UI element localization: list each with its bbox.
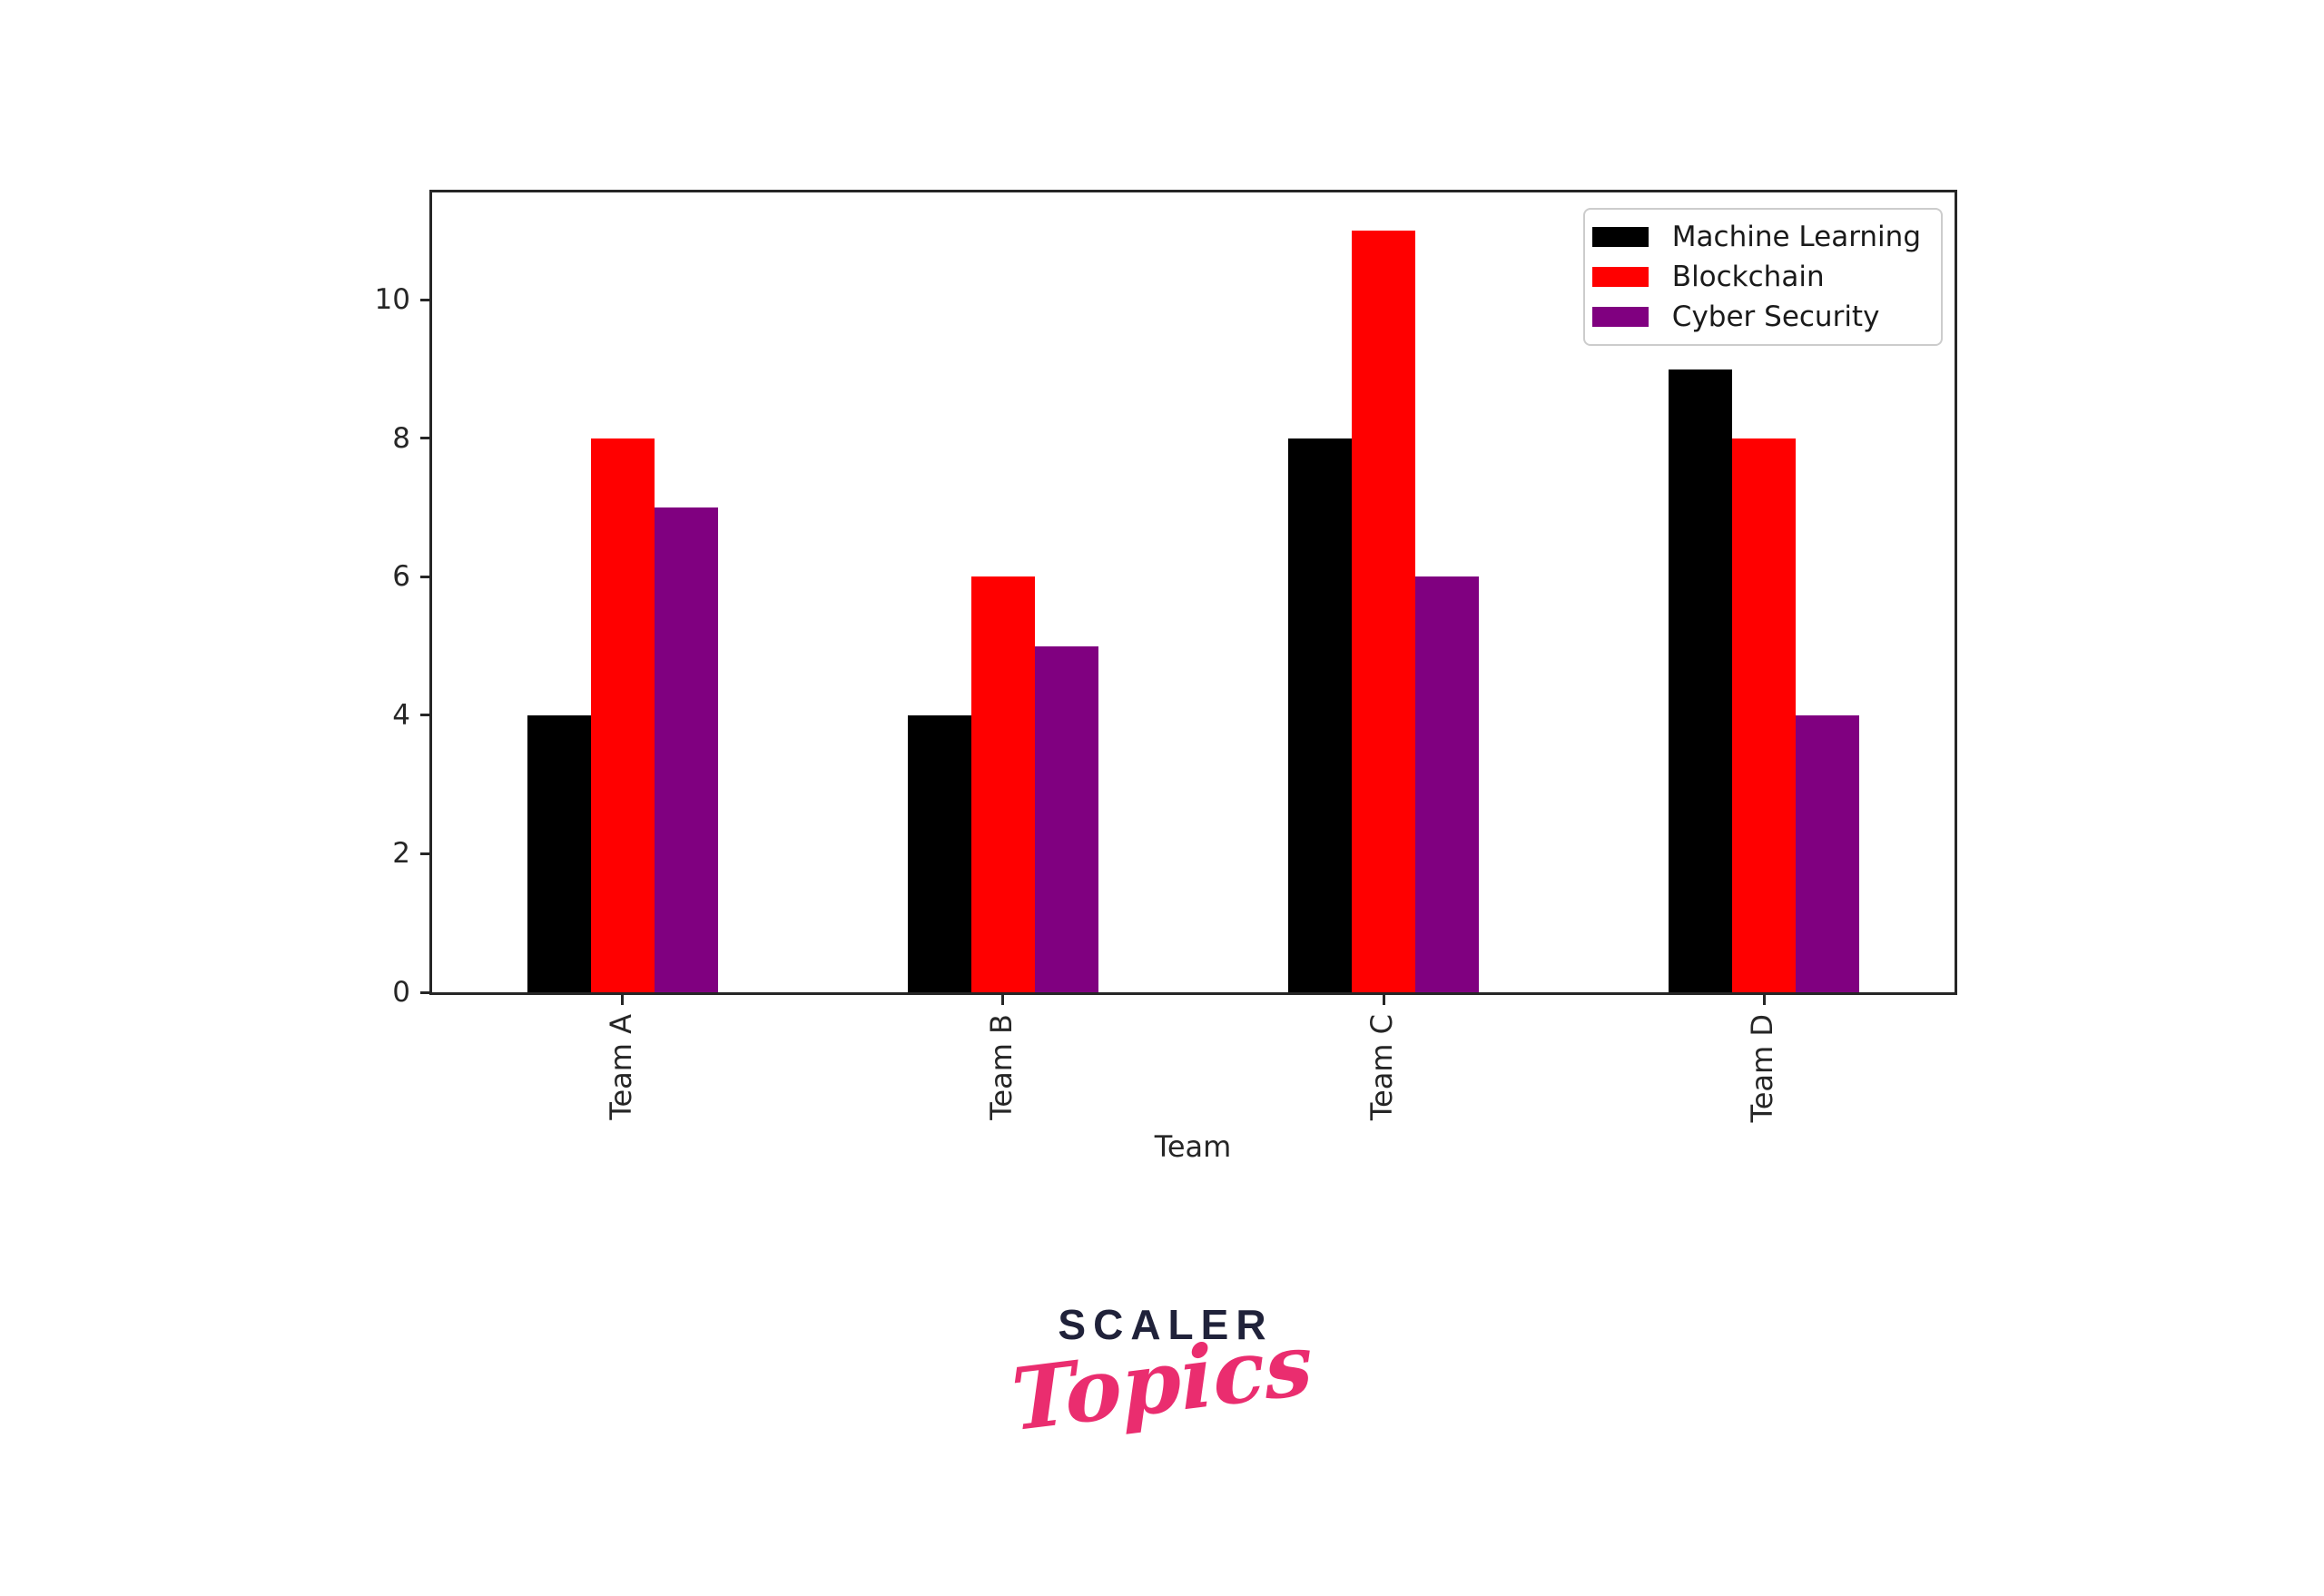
bar-cyber-security-team-c <box>1415 576 1480 992</box>
x-tick-mark-team-a <box>621 992 625 1005</box>
bar-machine-learning-team-b <box>907 714 971 992</box>
logo-brand-text: SCALER <box>1058 1301 1274 1348</box>
legend-swatch-blockchain <box>1591 267 1649 287</box>
x-tick-label-team-a: Team A <box>603 1014 638 1120</box>
scaler-topics-logo: SCALER Topics <box>1009 1300 1315 1451</box>
x-tick-mark-team-c <box>1382 992 1385 1005</box>
x-axis-label: Team <box>1154 1129 1232 1164</box>
x-tick-label-team-d: Team D <box>1745 1014 1780 1123</box>
bar-cyber-security-team-b <box>1034 645 1098 992</box>
bar-blockchain-team-d <box>1732 438 1797 992</box>
legend-swatch-cyber-security <box>1591 307 1649 327</box>
y-tick-label-6: 6 <box>392 560 410 594</box>
y-tick-mark-2 <box>420 852 432 855</box>
plot-area: Machine Learning Blockchain Cyber Security <box>429 190 1957 995</box>
x-tick-mark-team-d <box>1762 992 1766 1005</box>
bar-cyber-security-team-d <box>1796 714 1860 992</box>
legend-swatch-machine-learning <box>1591 227 1649 247</box>
legend-label-blockchain: Blockchain <box>1671 261 1825 293</box>
legend-item-cyber-security: Cyber Security <box>1591 297 1921 337</box>
legend-label-machine-learning: Machine Learning <box>1671 221 1921 253</box>
legend-item-machine-learning: Machine Learning <box>1591 217 1921 257</box>
x-tick-mark-team-b <box>1001 992 1005 1005</box>
y-tick-label-8: 8 <box>392 421 410 455</box>
y-tick-mark-8 <box>420 437 432 440</box>
x-tick-label-team-c: Team C <box>1364 1014 1400 1121</box>
y-tick-mark-6 <box>420 575 432 578</box>
y-tick-label-10: 10 <box>374 283 410 317</box>
y-tick-label-4: 4 <box>392 698 410 732</box>
bar-blockchain-team-a <box>590 438 655 992</box>
bar-machine-learning-team-a <box>527 714 591 992</box>
bar-blockchain-team-b <box>970 576 1035 992</box>
x-tick-label-team-b: Team B <box>983 1014 1019 1120</box>
bar-machine-learning-team-c <box>1288 438 1353 992</box>
y-tick-label-0: 0 <box>392 976 410 1009</box>
legend-label-cyber-security: Cyber Security <box>1671 300 1880 333</box>
y-tick-label-2: 2 <box>392 837 410 871</box>
y-tick-mark-10 <box>420 298 432 301</box>
legend-item-blockchain: Blockchain <box>1591 257 1921 297</box>
bar-blockchain-team-c <box>1352 230 1416 992</box>
legend: Machine Learning Blockchain Cyber Security <box>1582 208 1943 346</box>
y-tick-mark-0 <box>420 990 432 994</box>
bar-cyber-security-team-a <box>654 507 718 992</box>
y-tick-mark-4 <box>420 714 432 717</box>
bar-machine-learning-team-d <box>1669 369 1733 992</box>
